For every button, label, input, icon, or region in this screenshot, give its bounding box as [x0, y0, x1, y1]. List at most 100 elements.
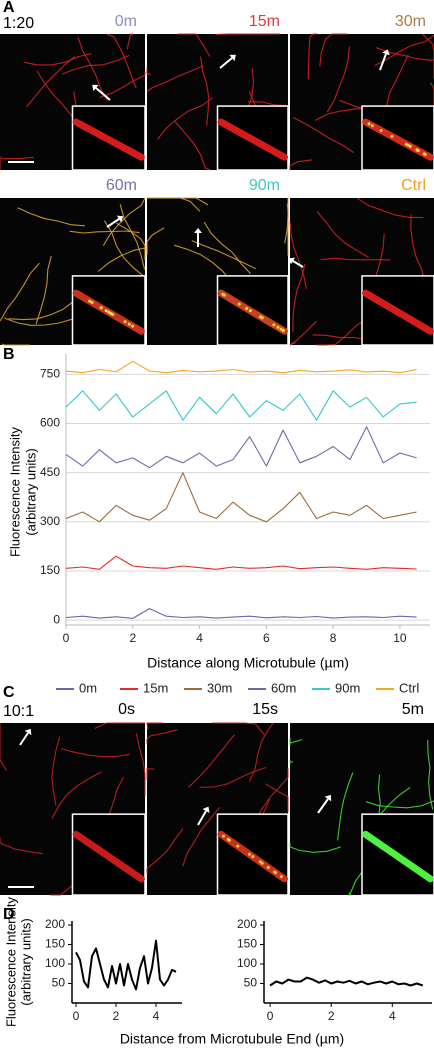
filament — [60, 748, 130, 758]
panel-label: B — [3, 346, 15, 363]
y-tick-label: 50 — [52, 976, 66, 990]
inset-dot — [221, 834, 225, 838]
inset-dot — [370, 124, 374, 128]
arrow — [219, 57, 233, 69]
filament — [203, 221, 252, 275]
filament — [293, 117, 355, 154]
filament — [429, 82, 434, 129]
time-label: 30m — [395, 13, 426, 30]
filament — [292, 263, 306, 333]
filament — [146, 768, 155, 780]
inset-dot — [247, 852, 251, 856]
filament — [427, 739, 434, 810]
inset-dot — [273, 870, 277, 874]
filament — [51, 771, 102, 819]
panel-label: D — [3, 906, 15, 923]
arrow-head — [116, 215, 124, 223]
series-line — [65, 390, 417, 421]
filament — [422, 33, 434, 79]
panel-label: C — [3, 684, 15, 701]
filament — [146, 227, 165, 255]
filament — [374, 34, 434, 66]
filament — [347, 892, 352, 896]
arrow-head — [194, 228, 202, 233]
filament — [106, 33, 137, 89]
y-tick-label: 150 — [40, 563, 60, 577]
arrow — [197, 810, 207, 826]
arrow — [106, 218, 120, 228]
legend-label: Ctrl — [399, 680, 419, 695]
inset-filament — [362, 118, 434, 161]
filament — [174, 244, 233, 283]
filament — [284, 198, 289, 244]
inset-dot — [251, 855, 255, 859]
inset-dot — [107, 310, 111, 314]
filament — [182, 807, 221, 867]
x-tick-label: 4 — [153, 1009, 160, 1023]
filament — [265, 783, 289, 812]
x-tick-label: 0 — [73, 1009, 80, 1023]
arrow — [379, 53, 387, 71]
series-line — [65, 426, 417, 469]
filament — [97, 247, 146, 272]
ratio-label: 1:20 — [3, 15, 34, 32]
y-axis-label: Fluorescence Intensity — [7, 426, 22, 557]
inset-dot — [423, 152, 427, 156]
filament — [116, 222, 146, 261]
filament — [119, 204, 146, 270]
filament — [61, 54, 130, 75]
filament — [248, 722, 274, 782]
series-line — [269, 976, 424, 987]
filament — [199, 766, 267, 788]
filament — [99, 72, 146, 99]
y-tick-label: 600 — [40, 416, 60, 430]
inset-dot — [127, 322, 131, 326]
series-line — [65, 555, 417, 570]
filament — [255, 768, 289, 820]
time-label: 90m — [249, 177, 280, 194]
inset-dot — [90, 300, 94, 304]
inset-dot — [259, 315, 263, 319]
filament — [337, 772, 354, 841]
x-tick-label: 10 — [393, 631, 407, 645]
legend-label: 30m — [207, 680, 232, 695]
x-tick-label: 0 — [63, 631, 70, 645]
filament — [77, 37, 108, 101]
arrow — [317, 798, 329, 814]
inset-filament — [72, 118, 145, 161]
filament — [1, 343, 30, 346]
arrow — [95, 87, 111, 101]
arrow-head — [24, 728, 32, 736]
y-tick-label: 150 — [237, 937, 257, 951]
filament — [0, 156, 34, 160]
panel-label: A — [3, 0, 15, 16]
filament — [289, 843, 341, 853]
filament — [316, 317, 369, 346]
inset-dot — [266, 865, 270, 869]
x-axis-label: Distance from Microtubule End (µm) — [120, 1031, 344, 1047]
filament — [174, 121, 211, 171]
inset-dot — [221, 292, 225, 296]
inset-dot — [131, 324, 135, 328]
ratio-label: 10:1 — [3, 703, 34, 720]
filament — [365, 800, 434, 809]
inset-dot — [276, 325, 280, 329]
filament — [35, 255, 52, 325]
time-label: 15m — [249, 13, 280, 30]
series-line — [75, 939, 177, 991]
filament — [146, 729, 178, 745]
inset-dot — [226, 837, 230, 841]
arrow-head — [92, 84, 99, 92]
inset-dot — [245, 307, 249, 311]
filament — [178, 33, 211, 57]
inset-dot — [260, 861, 264, 865]
x-tick-label: 4 — [196, 631, 203, 645]
filament — [320, 257, 391, 261]
filament — [212, 722, 265, 736]
legend-label: 0m — [79, 680, 97, 695]
filament — [103, 220, 145, 278]
arrow — [19, 732, 29, 746]
legend-label: 90m — [335, 680, 360, 695]
arrow-head — [288, 257, 296, 265]
